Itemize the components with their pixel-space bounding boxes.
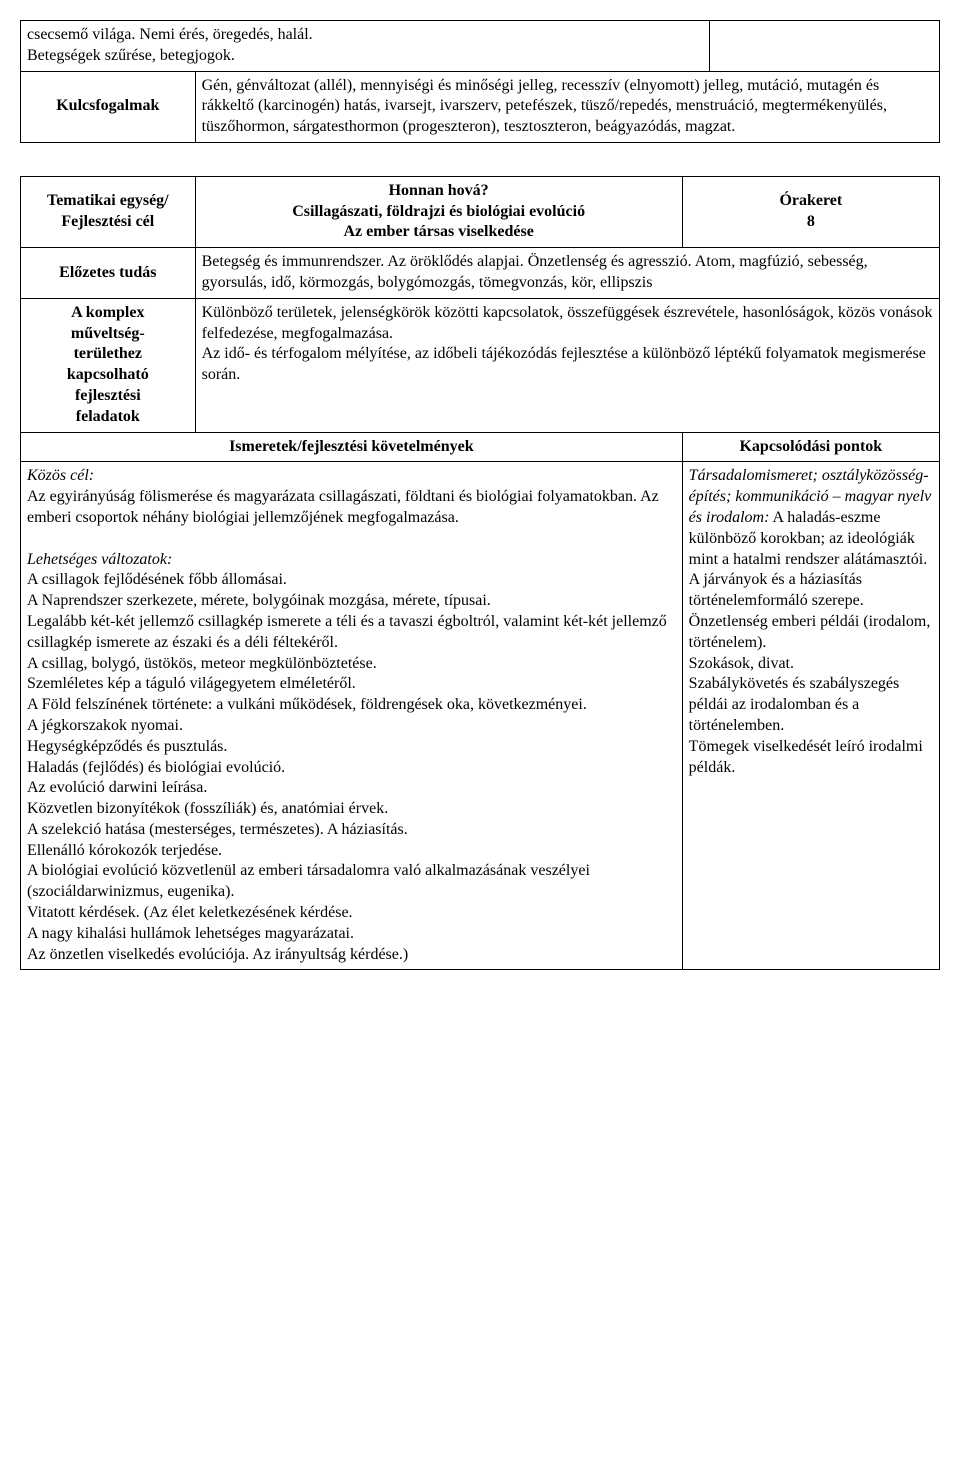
kapcsolodas-header: Kapcsolódási pontok [682, 432, 939, 462]
orakeret-value: 8 [807, 213, 815, 230]
lehetseges-item: Az evolúció darwini leírása. [27, 778, 676, 799]
lehetseges-item: Legalább két-két jellemző csillagkép ism… [27, 612, 676, 654]
lehetseges-item: A csillagok fejlődésének főbb állomásai. [27, 570, 676, 591]
komplex-content: Különböző területek, jelenségkörök közöt… [195, 298, 939, 432]
kapcsolodas-content-cell: Társadalomismeret; osztályközösség-építé… [682, 462, 939, 970]
kapcs-text: A haladás-eszme különböző korokban; az i… [689, 509, 931, 776]
lehetseges-list: A csillagok fejlődésének főbb állomásai.… [27, 570, 676, 965]
lehetseges-item: A Naprendszer szerkezete, mérete, bolygó… [27, 591, 676, 612]
lehetseges-item: A biológiai evolúció közvetlenül az embe… [27, 861, 676, 903]
lehetseges-item: Hegységképződés és pusztulás. [27, 737, 676, 758]
tematikai-label: Tematikai egység/ Fejlesztési cél [21, 176, 196, 247]
table-bottom: Tematikai egység/ Fejlesztési cél Honnan… [20, 176, 940, 971]
lehetseges-item: A csillag, bolygó, üstökös, meteor megkü… [27, 654, 676, 675]
unit-title: Honnan hová? Csillagászati, földrajzi és… [195, 176, 682, 247]
row1-right-empty [710, 21, 940, 72]
orakeret-label: Órakeret [779, 192, 842, 209]
orakeret-cell: Órakeret 8 [682, 176, 939, 247]
kulcsfogalmak-content: Gén, génváltozat (allél), mennyiségi és … [195, 71, 939, 142]
lehetseges-item: Az önzetlen viselkedés evolúciója. Az ir… [27, 945, 676, 966]
kozos-cel-label: Közös cél: [27, 466, 676, 487]
row1-left: csecsemő világa. Nemi érés, öregedés, ha… [21, 21, 710, 72]
lehetseges-item: A jégkorszakok nyomai. [27, 716, 676, 737]
row1-text: csecsemő világa. Nemi érés, öregedés, ha… [27, 25, 703, 67]
lehetseges-item: Ellenálló kórokozók terjedése. [27, 841, 676, 862]
table-top: csecsemő világa. Nemi érés, öregedés, ha… [20, 20, 940, 143]
kozos-cel-text: Az egyirányúság fölismerése és magyaráza… [27, 487, 676, 529]
lehetseges-item: Közvetlen bizonyítékok (fosszíliák) és, … [27, 799, 676, 820]
kulcsfogalmak-label: Kulcsfogalmak [21, 71, 196, 142]
lehetseges-label: Lehetséges változatok: [27, 550, 676, 571]
elozetes-label: Előzetes tudás [21, 248, 196, 299]
lehetseges-item: Vitatott kérdések. (Az élet keletkezésén… [27, 903, 676, 924]
komplex-label: A komplex műveltség- területhez kapcsolh… [21, 298, 196, 432]
elozetes-content: Betegség és immunrendszer. Az öröklődés … [195, 248, 939, 299]
lehetseges-item: A szelekció hatása (mesterséges, termész… [27, 820, 676, 841]
lehetseges-item: Szemléletes kép a táguló világegyetem el… [27, 674, 676, 695]
lehetseges-item: Haladás (fejlődés) és biológiai evolúció… [27, 758, 676, 779]
main-content-cell: Közös cél: Az egyirányúság fölismerése é… [21, 462, 683, 970]
lehetseges-item: A Föld felszínének története: a vulkáni … [27, 695, 676, 716]
ismeretek-header: Ismeretek/fejlesztési követelmények [21, 432, 683, 462]
lehetseges-item: A nagy kihalási hullámok lehetséges magy… [27, 924, 676, 945]
